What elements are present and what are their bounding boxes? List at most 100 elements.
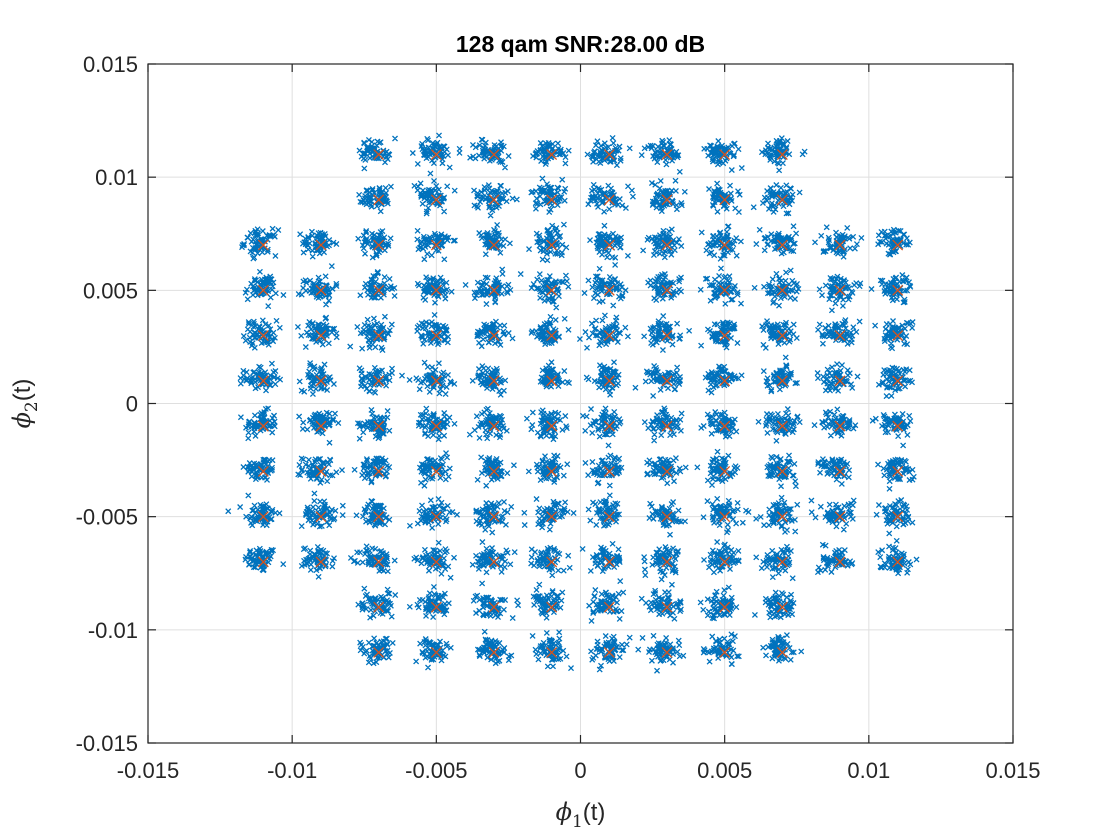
received-cluster [528, 271, 572, 311]
ideal-symbol-point [315, 465, 327, 477]
ideal-symbol-point [776, 284, 788, 296]
ideal-symbol-point [719, 284, 731, 296]
received-cluster [632, 363, 684, 399]
ideal-symbol-point [257, 284, 269, 296]
ideal-symbol-point [546, 420, 558, 432]
ideal-symbol-point [661, 330, 673, 342]
received-cluster [815, 317, 863, 347]
ideal-symbol-point [373, 465, 385, 477]
received-cluster [466, 405, 510, 442]
received-cluster [814, 541, 856, 576]
ideal-symbol-point [719, 149, 731, 160]
ideal-symbol-point [488, 239, 500, 251]
x-axis-label-symbol: ϕ [556, 798, 572, 826]
received-cluster [528, 175, 569, 216]
received-cluster [296, 409, 342, 446]
ideal-symbol-point [892, 556, 904, 568]
received-cluster [528, 313, 572, 348]
ideal-symbol-point [719, 330, 731, 342]
received-cluster [415, 405, 458, 443]
ideal-symbol-point [661, 647, 673, 658]
received-cluster [356, 183, 394, 215]
received-cluster [354, 406, 393, 442]
ideal-symbol-point [834, 239, 846, 251]
ideal-symbol-point [661, 556, 673, 568]
y-axis-label: ϕ2(t) [8, 379, 42, 429]
ideal-symbol-point [546, 239, 558, 251]
ideal-symbol-point [892, 284, 904, 296]
ideal-symbol-point [892, 239, 904, 251]
ideal-symbol-point [776, 556, 788, 568]
ideal-symbol-point [719, 420, 731, 432]
received-cluster [585, 492, 623, 529]
ideal-symbol-point [719, 239, 731, 251]
x-axis-label: ϕ1(t) [556, 798, 606, 832]
received-cluster [530, 581, 566, 621]
ideal-symbol-point [315, 284, 327, 296]
ideal-symbol-point [892, 465, 904, 477]
ideal-symbol-point [776, 149, 788, 160]
ideal-symbol-point [546, 194, 558, 206]
received-cluster [406, 496, 461, 531]
ideal-symbol-point [430, 194, 442, 206]
received-cluster [525, 452, 571, 486]
ideal-symbol-point [315, 511, 327, 523]
ideal-symbol-point [430, 375, 442, 387]
ideal-symbol-point [373, 420, 385, 432]
ideal-symbol-point [661, 375, 673, 387]
ideal-symbol-point [373, 601, 385, 613]
ideal-symbol-point [430, 330, 442, 342]
ideal-symbol-point [373, 375, 385, 387]
x-tick-label: 0.01 [847, 758, 890, 783]
received-cluster [648, 177, 688, 215]
ideal-symbol-point [257, 556, 269, 568]
ideal-symbol-point [430, 601, 442, 613]
ideal-symbol-point [257, 239, 269, 251]
ideal-symbol-point [776, 375, 788, 387]
ideal-symbol-point [892, 511, 904, 523]
y-tick-label: 0.01 [95, 165, 138, 190]
ideal-symbol-point [488, 375, 500, 387]
ideal-symbol-point [315, 330, 327, 342]
received-cluster [760, 632, 805, 664]
ideal-symbol-point [892, 330, 904, 342]
ideal-symbol-point [603, 647, 615, 658]
received-cluster [240, 317, 283, 351]
ideal-symbol-point [430, 511, 442, 523]
ideal-symbol-point [834, 465, 846, 477]
ideal-symbol-point [373, 149, 385, 160]
ideal-symbol-point [488, 194, 500, 206]
y-axis-label-symbol: ϕ [8, 412, 36, 428]
ideal-symbol-point [776, 511, 788, 523]
x-axis-label-subscript: 1 [572, 812, 583, 832]
ideal-symbol-point [373, 511, 385, 523]
received-cluster [351, 455, 393, 486]
received-cluster [581, 265, 629, 309]
ideal-symbol-point [488, 465, 500, 477]
ideal-symbol-point [315, 420, 327, 432]
ideal-symbol-point [661, 420, 673, 432]
received-cluster [414, 274, 455, 306]
received-cluster [347, 543, 398, 575]
ideal-symbol-point [373, 194, 385, 206]
received-cluster [751, 267, 802, 309]
ideal-symbol-point [603, 330, 615, 342]
ideal-symbol-point [488, 511, 500, 523]
received-cluster [471, 182, 520, 219]
ideal-symbol-point [546, 465, 558, 477]
ideal-symbol-point [776, 647, 788, 658]
received-cluster [529, 629, 575, 672]
received-cluster [298, 497, 346, 530]
y-axis-label-suffix: (t) [9, 379, 36, 402]
x-tick-label: -0.01 [267, 758, 317, 783]
received-cluster [585, 181, 636, 215]
received-cluster [816, 273, 864, 314]
ideal-symbol-point [488, 149, 500, 160]
received-cluster [469, 539, 518, 576]
y-tick-label: 0.015 [83, 52, 138, 77]
received-cluster [758, 135, 808, 174]
ideal-symbol-point [603, 556, 615, 568]
ideal-symbol-point [834, 330, 846, 342]
ideal-symbol-point [661, 601, 673, 613]
